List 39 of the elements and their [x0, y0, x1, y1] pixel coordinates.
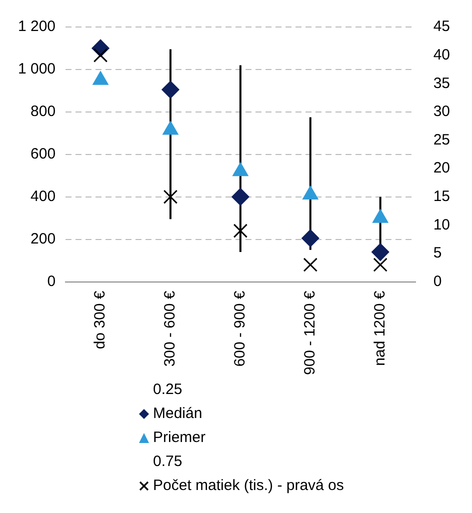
y-tick-label: 200 [30, 230, 56, 248]
point [163, 190, 178, 204]
x-tick-label: nad 1200 € [371, 290, 388, 366]
point [372, 209, 388, 223]
y-tick-label: 0 [47, 272, 56, 290]
x-tick-label: 600 - 900 € [232, 290, 249, 367]
y2-tick-label: 15 [433, 188, 450, 205]
point [232, 188, 250, 206]
point [303, 258, 318, 272]
x-tick-label: 900 - 1200 € [302, 290, 319, 376]
y2-tick-label: 10 [433, 216, 450, 234]
point [233, 224, 248, 238]
legend-label: Medián [153, 404, 202, 424]
y-tick-label: 1 000 [18, 60, 56, 78]
y2-tick-label: 35 [433, 74, 450, 92]
y-tick-label: 800 [30, 103, 56, 120]
point [372, 243, 390, 261]
point [162, 121, 178, 135]
x-tick-label: 300 - 600 € [162, 290, 179, 367]
point [373, 258, 388, 272]
point [92, 71, 108, 85]
y-tick-label: 400 [30, 188, 56, 205]
point [302, 229, 320, 247]
y2-tick-label: 40 [433, 46, 450, 64]
x-tick-label: do 300 € [92, 290, 109, 350]
y2-tick-label: 45 [433, 18, 450, 36]
legend-label: Priemer [153, 428, 206, 448]
point [302, 186, 318, 200]
y-tick-label: 1 200 [18, 18, 56, 36]
y2-tick-label: 5 [433, 244, 442, 262]
y2-tick-label: 20 [433, 160, 450, 177]
y2-tick-label: 0 [433, 272, 442, 290]
y-tick-label: 600 [30, 146, 56, 163]
legend-label: 0.75 [153, 452, 182, 472]
y2-tick-label: 25 [433, 131, 450, 148]
y2-tick-label: 30 [433, 103, 450, 120]
legend-label: Počet matiek (tis.) - pravá os [153, 476, 344, 496]
point [232, 162, 248, 176]
legend-label: 0.25 [153, 380, 182, 400]
